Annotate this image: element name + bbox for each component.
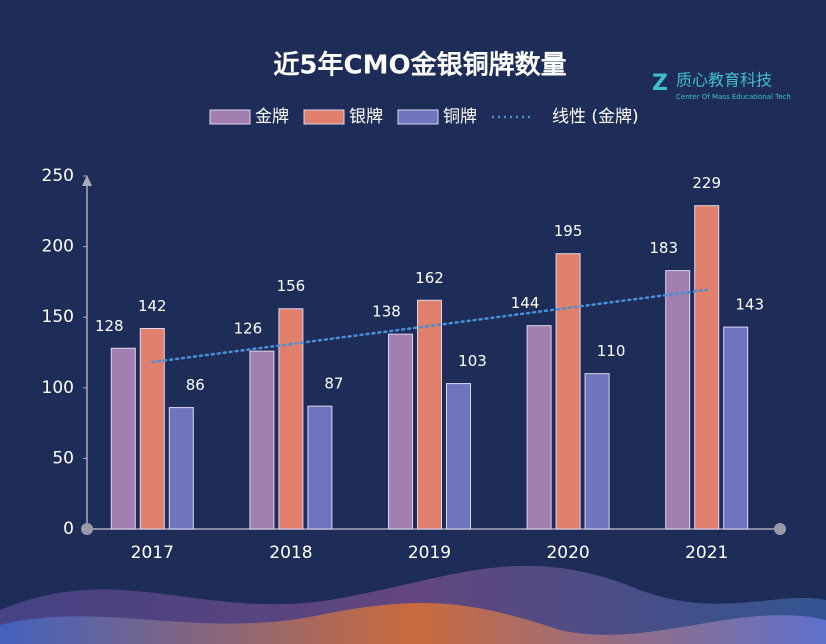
value-label: 87 bbox=[324, 375, 343, 393]
bar bbox=[388, 333, 413, 530]
bar bbox=[555, 253, 581, 530]
x-tick-label: 2021 bbox=[685, 543, 728, 563]
logo-name: 质心教育科技 bbox=[676, 71, 772, 90]
value-label: 183 bbox=[649, 239, 678, 257]
y-tick-label: 250 bbox=[42, 166, 74, 186]
bar bbox=[278, 308, 304, 530]
bar bbox=[249, 350, 275, 530]
value-label: 86 bbox=[186, 376, 205, 394]
value-label: 162 bbox=[415, 269, 444, 287]
bar bbox=[168, 407, 194, 530]
x-tick-label: 2018 bbox=[269, 543, 312, 563]
decoration-waves bbox=[0, 565, 826, 644]
bar bbox=[110, 347, 136, 530]
value-label: 156 bbox=[277, 277, 306, 295]
bar bbox=[584, 373, 610, 530]
x-tick-label: 2019 bbox=[408, 543, 451, 563]
bar bbox=[139, 327, 165, 530]
value-label: 126 bbox=[234, 320, 263, 338]
legend-swatch bbox=[209, 109, 251, 125]
value-label: 229 bbox=[692, 174, 721, 192]
value-label: 142 bbox=[138, 297, 167, 315]
legend-swatch bbox=[303, 109, 345, 125]
legend-label: 线性 (金牌) bbox=[552, 107, 639, 127]
logo-icon: Z bbox=[652, 71, 668, 96]
bar bbox=[446, 383, 471, 530]
y-tick-label: 0 bbox=[63, 519, 74, 539]
bar bbox=[307, 405, 333, 530]
bar bbox=[417, 299, 442, 530]
legend-label: 银牌 bbox=[349, 107, 383, 127]
logo: Z 质心教育科技 Center Of Mass Educational Tech bbox=[652, 71, 791, 102]
value-label: 144 bbox=[511, 294, 540, 312]
bar bbox=[526, 325, 552, 530]
y-axis-arrow bbox=[82, 175, 92, 186]
legend: 金牌 银牌 铜牌 线性 (金牌) bbox=[209, 107, 639, 127]
y-tick-label: 150 bbox=[42, 307, 74, 327]
logo-tagline: Center Of Mass Educational Tech bbox=[676, 93, 791, 101]
trendline bbox=[151, 288, 708, 364]
y-tick-label: 100 bbox=[42, 378, 74, 398]
y-tick-label: 50 bbox=[52, 448, 74, 468]
axis-end bbox=[774, 523, 786, 535]
chart-title: 近5年CMO金银铜牌数量 bbox=[273, 50, 566, 81]
value-label: 103 bbox=[458, 352, 487, 370]
bar bbox=[665, 270, 691, 530]
bar bbox=[723, 326, 749, 530]
value-label: 195 bbox=[554, 222, 583, 240]
x-tick-label: 2017 bbox=[131, 543, 174, 563]
value-label: 110 bbox=[597, 342, 626, 360]
legend-label: 铜牌 bbox=[443, 107, 477, 127]
legend-swatch bbox=[397, 109, 439, 125]
value-label: 138 bbox=[372, 303, 401, 321]
value-label: 143 bbox=[735, 296, 764, 314]
bar bbox=[694, 205, 720, 530]
legend-label: 金牌 bbox=[255, 107, 289, 127]
x-tick-label: 2020 bbox=[546, 543, 589, 563]
y-tick-label: 200 bbox=[42, 237, 74, 257]
value-label: 128 bbox=[95, 317, 124, 335]
